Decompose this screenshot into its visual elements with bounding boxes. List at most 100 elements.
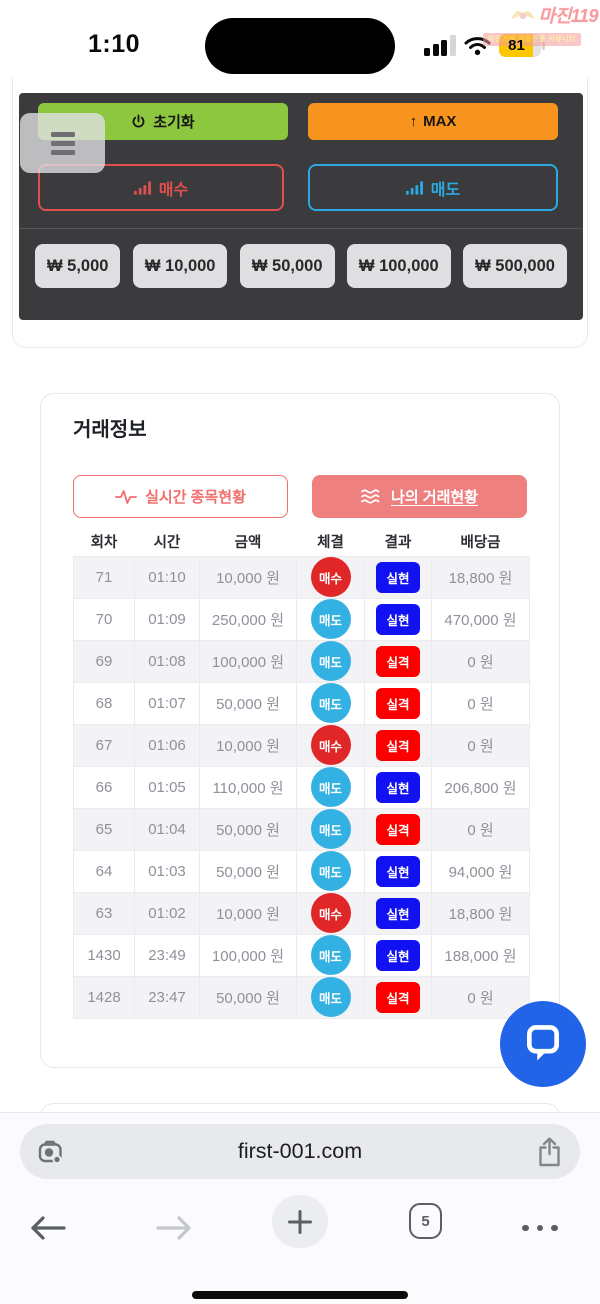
forward-button[interactable] (154, 1211, 194, 1245)
payout-cell: 470,000 원 (431, 597, 530, 641)
amount-button-10000[interactable]: ₩ 10,000 (132, 244, 228, 288)
more-menu-button[interactable] (516, 1218, 564, 1238)
result-cell: 실격 (364, 639, 432, 683)
trade-info-tabs: 실시간 종목현황 나의 거래현황 (73, 475, 527, 518)
buy-button[interactable]: 매수 (38, 164, 284, 211)
result-cell: 실격 (364, 681, 432, 725)
tab-count: 5 (421, 1212, 430, 1230)
result-badge-win: 실현 (376, 603, 420, 635)
new-tab-button[interactable] (272, 1195, 328, 1248)
amount-cell: 50,000 원 (199, 681, 297, 725)
table-row: 63 01:02 10,000 원 매수 실현 18,800 원 (73, 891, 530, 935)
tab-my-trades-label: 나의 거래현황 (391, 489, 478, 506)
trade-badge-sell: 매도 (310, 767, 351, 807)
trade-table-body: 71 01:10 10,000 원 매수 실현 18,800 원 70 01:09 250,00… (73, 555, 530, 1019)
time-cell: 01:07 (134, 681, 200, 725)
share-icon[interactable] (535, 1136, 563, 1167)
round-cell: 65 (73, 807, 135, 851)
amount-button-100000[interactable]: ₩ 100,000 (346, 244, 451, 288)
max-button[interactable]: ↑ MAX (308, 103, 558, 140)
table-row: 1428 23:47 50,000 원 매도 실격 0 원 (73, 975, 530, 1019)
amount-button-50000[interactable]: ₩ 50,000 (239, 244, 335, 288)
trade-cell: 매도 (296, 975, 365, 1019)
trade-badge-sell: 매도 (310, 851, 351, 891)
tab-live-stocks[interactable]: 실시간 종목현황 (73, 475, 288, 518)
column-header: 시간 (153, 535, 181, 552)
round-cell: 66 (73, 765, 135, 809)
amount-buttons-row: ₩ 5,000 ₩ 10,000 ₩ 50,000 ₩ 100,000 ₩ 50… (35, 244, 567, 288)
signal-strength-icon (424, 35, 456, 56)
payout-cell: 18,800 원 (431, 891, 530, 935)
column-header: 회차 (90, 535, 118, 552)
round-cell: 67 (73, 723, 135, 767)
result-cell: 실격 (364, 723, 432, 767)
result-badge-win: 실현 (376, 855, 420, 887)
result-cell: 실현 (364, 765, 432, 809)
battery-percent: 81 (508, 37, 525, 54)
chat-bubble-icon (520, 1020, 566, 1068)
round-cell: 1428 (73, 975, 135, 1019)
result-badge-win: 실현 (376, 561, 420, 593)
tab-my-trades[interactable]: 나의 거래현황 (312, 475, 527, 518)
time-cell: 01:09 (134, 597, 200, 641)
table-row: 65 01:04 50,000 원 매도 실격 0 원 (73, 807, 530, 851)
sell-button[interactable]: 매도 (308, 164, 558, 211)
result-cell: 실현 (364, 933, 432, 977)
trade-cell: 매도 (296, 807, 365, 851)
payout-cell: 94,000 원 (431, 849, 530, 893)
amount-cell: 50,000 원 (199, 975, 297, 1019)
trade-cell: 매도 (296, 849, 365, 893)
payout-cell: 0 원 (431, 639, 530, 683)
trade-info-card: 거래정보 실시간 종목현황 나의 거래현황 (40, 393, 560, 1068)
panel-divider (19, 228, 583, 229)
amount-cell: 10,000 원 (199, 723, 297, 767)
chat-button[interactable] (500, 1001, 586, 1087)
table-row: 68 01:07 50,000 원 매도 실격 0 원 (73, 681, 530, 725)
result-badge-lose: 실격 (376, 729, 420, 761)
status-time: 1:10 (88, 30, 141, 58)
round-cell: 63 (73, 891, 135, 935)
bars-icon (133, 180, 151, 195)
plus-icon (288, 1209, 312, 1234)
bars-icon (405, 180, 423, 195)
round-cell: 69 (73, 639, 135, 683)
trade-history-table: 회차 시간 금액 체결 결과 배당금 71 01:10 10,000 원 매수 실현 18,800 … (73, 528, 530, 1019)
result-badge-win: 실현 (376, 939, 420, 971)
url-text: first-001.com (237, 1139, 363, 1163)
notch-privacy-pill (205, 18, 395, 74)
lens-camera-icon[interactable] (36, 1138, 64, 1166)
trade-cell: 매수 (296, 723, 365, 767)
tab-switcher-button[interactable]: 5 (409, 1203, 442, 1239)
amount-button-5000[interactable]: ₩ 5,000 (35, 244, 121, 288)
column-header: 결과 (384, 535, 412, 552)
max-label: MAX (423, 113, 457, 130)
column-header: 금액 (234, 535, 262, 552)
trade-badge-buy: 매수 (310, 893, 351, 933)
eagle-emblem-icon (509, 4, 537, 26)
payout-cell: 188,000 원 (431, 933, 530, 977)
table-row: 69 01:08 100,000 원 매도 실격 0 원 (73, 639, 530, 683)
amount-button-500000[interactable]: ₩ 500,000 (463, 244, 567, 288)
home-indicator[interactable] (192, 1291, 408, 1299)
result-badge-win: 실현 (376, 771, 420, 803)
address-bar[interactable]: first-001.com (20, 1124, 580, 1179)
table-row: 70 01:09 250,000 원 매도 실현 470,000 원 (73, 597, 530, 641)
result-badge-lose: 실격 (376, 813, 420, 845)
result-badge-lose: 실격 (376, 981, 420, 1013)
back-button[interactable] (28, 1211, 68, 1245)
time-cell: 01:08 (134, 639, 200, 683)
round-cell: 1430 (73, 933, 135, 977)
column-header: 체결 (317, 535, 344, 552)
page-title: 거래정보 (73, 419, 147, 441)
hamburger-icon (50, 131, 75, 137)
time-cell: 23:47 (134, 975, 200, 1019)
round-cell: 71 (73, 555, 135, 599)
trade-cell: 매수 (296, 891, 365, 935)
menu-button[interactable] (20, 113, 105, 173)
round-cell: 70 (73, 597, 135, 641)
trade-cell: 매수 (296, 555, 365, 599)
time-cell: 23:49 (134, 933, 200, 977)
battery-icon: 81 (498, 34, 545, 57)
amount-cell: 100,000 원 (199, 639, 297, 683)
